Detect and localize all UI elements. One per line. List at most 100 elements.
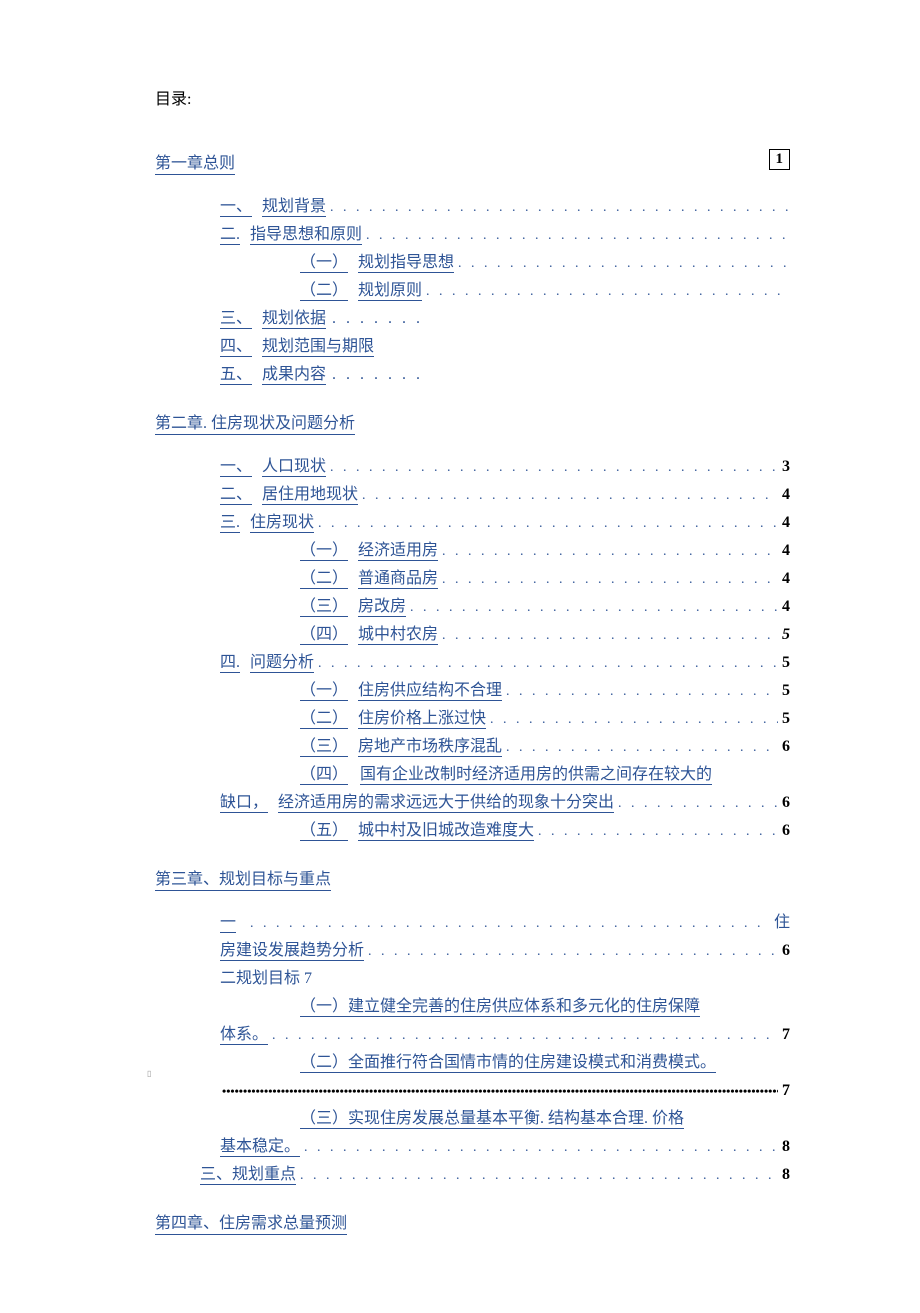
ch2-wrapped-line1: （四） 国有企业改制时经济适用房的供需之间存在较大的 [300,761,790,789]
toc-item-label[interactable]: 住房供应结构不合理 [358,677,502,705]
toc-item-page: 3 [782,453,790,481]
toc-item-page: 5 [782,649,790,677]
toc-item-label[interactable]: 房改房 [358,593,406,621]
ch3-sub-line2: ••••••••••••••••••••••••••••••••••••••••… [220,1077,790,1105]
toc-item-label[interactable]: 房地产市场秩序混乱 [358,733,502,761]
dot-leader: . . . . . . . . . . . . . . . . . . . . … [442,568,778,593]
ch2-wrapped-label1[interactable]: 国有企业改制时经济适用房的供需之间存在较大的 [360,766,712,785]
toc-item-prefix: （一） [300,677,348,705]
ch3-line1: 一 . . . . . . . . . . . . . . . . . . . … [220,909,790,937]
toc-item-prefix: （二） [300,1054,348,1073]
ch2-row: （三） 房改房. . . . . . . . . . . . . . . . . … [300,593,790,621]
toc-item-page: 8 [782,1133,790,1161]
chapter-3-heading-text[interactable]: 第三章、规划目标与重点 [155,871,331,891]
ch1-row: 一、规划背景. . . . . . . . . . . . . . . . . … [220,193,790,221]
ch2-wrapped-prefix1: （四） [300,766,348,785]
toc-item-page: 6 [782,733,790,761]
dot-leader: . . . . . . . . . . . . . . . . . . . . … [410,596,778,621]
toc-item-prefix: （一） [300,998,348,1017]
ch2-row: （二）普通商品房. . . . . . . . . . . . . . . . … [300,565,790,593]
ch3-line1-prefix: 一 [220,914,236,933]
toc-item-prefix: （三） [300,593,348,621]
toc-item-prefix: （一） [300,249,348,277]
chapter-4-heading: 第四章、住房需求总量预测 [155,1209,790,1233]
ch3-line2-label[interactable]: 房建设发展趋势分析 [220,942,364,961]
chapter-1-heading-text[interactable]: 第一章总则 [155,155,235,175]
ch1-row: 四、规划范围与期限 [220,333,790,361]
ch3-sub-line2: 体系。. . . . . . . . . . . . . . . . . . .… [220,1021,790,1049]
toc-item-label[interactable]: 建立健全完善的住房供应体系和多元化的住房保障 [348,998,700,1017]
toc-item-label[interactable]: 指导思想和原则 [250,221,362,249]
toc-item-label[interactable]: 城中村及旧城改造难度大 [358,817,534,845]
chapter-2-list: 一、人口现状 . . . . . . . . . . . . . . . . . … [155,453,790,761]
dot-leader: . . . . . . . . . . . . . . . . . . . . … [442,540,778,565]
chapter-1-list: 一、规划背景. . . . . . . . . . . . . . . . . … [155,193,790,389]
toc-item-label[interactable]: 普通商品房 [358,565,438,593]
toc-item-prefix: （四） [300,621,348,649]
page: 目录: 第一章总则 1 一、规划背景. . . . . . . . . . . … [0,0,920,1313]
ch3-sub-line1: （三）实现住房发展总量基本平衡. 结构基本合理. 价格 [300,1105,790,1133]
ch2-row: （一）住房供应结构不合理. . . . . . . . . . . . . . … [300,677,790,705]
ch2-row: （二）住房价格上涨过快. . . . . . . . . . . . . . .… [300,705,790,733]
dot-leader: . . . . . . . . . . . . . . . . . . . . … [330,196,790,221]
chapter-2-heading-text[interactable]: 第二章. 住房现状及问题分析 [155,415,355,435]
toc-item-label[interactable]: 全面推行符合国情市情的住房建设模式和消费模式。 [348,1054,716,1073]
toc-item-label[interactable]: 住房价格上涨过快 [358,705,486,733]
toc-item-label[interactable]: 规划原则 [358,277,422,305]
ch2-wrapped-line2: 缺口， 经济适用房的需求远远大于供给的现象十分突出 . . . . . . . … [220,789,790,817]
toc-item-label[interactable]: 规划背景 [262,193,326,221]
ch3-bottom-label[interactable]: 三、规划重点 [200,1166,296,1185]
toc-item-prefix: （二） [300,277,348,305]
dot-leader: . . . . . . . . . . . . . . . . . . . . … [300,1164,778,1189]
chapter-2-heading: 第二章. 住房现状及问题分析 [155,409,790,433]
dot-leader: . . . . . . . . . . . . . . . . . . . . … [538,820,778,845]
toc-item-prefix: 四. [220,649,240,677]
toc-item-prefix: （二） [300,705,348,733]
chapter-3-heading: 第三章、规划目标与重点 [155,865,790,889]
toc-item-prefix: 二、 [220,481,252,509]
toc-item-label[interactable]: 居住用地现状 [262,481,358,509]
toc-item-page: 5 [782,621,790,649]
ch1-row: 二. 指导思想和原则. . . . . . . . . . . . . . . .… [220,221,790,249]
ch2-row: 二、居住用地现状. . . . . . . . . . . . . . . . … [220,481,790,509]
dot-leader: . . . . . . . . . . . . . . . . . . . . … [304,1136,778,1161]
toc-item-page: 4 [782,565,790,593]
ch2a-row: （五） 城中村及旧城改造难度大. . . . . . . . . . . . . … [300,817,790,845]
toc-item-label[interactable]: 住房现状 [250,509,314,537]
ch3-line3-text: 二规划目标 7 [220,970,312,987]
ch3-line2-page: 6 [782,937,790,965]
dot-leader: . . . . . . . . . . . . . . . . . . . . … [366,224,790,249]
toc-item-prefix: （一） [300,537,348,565]
toc-item-cont-label: 体系。 [220,1021,268,1049]
toc-item-prefix: （三） [300,733,348,761]
ch3-line3: 二规划目标 7 [220,965,790,993]
ch2-wrapped-label2[interactable]: 经济适用房的需求远远大于供给的现象十分突出 [278,794,614,813]
toc-item-page: 5 [782,677,790,705]
toc-item-prefix: （五） [300,817,348,845]
ch2-wrapped-prefix2: 缺口， [220,794,268,813]
ch3-bottom: 三、规划重点 . . . . . . . . . . . . . . . . .… [200,1161,790,1189]
toc-item-page: 4 [782,509,790,537]
toc-item-label[interactable]: 人口现状 [262,453,326,481]
ch2-row: 一、人口现状. . . . . . . . . . . . . . . . . … [220,453,790,481]
toc-item-prefix: 一、 [220,453,252,481]
toc-item-label[interactable]: 规划依据 [262,305,326,333]
toc-item-label[interactable]: 成果内容 [262,361,326,389]
dot-leader: . . . . . . . . . . . . . . . . . . . . … [368,940,778,965]
toc-item-prefix: 二. [220,221,240,249]
toc-item-label[interactable]: 经济适用房 [358,537,438,565]
toc-item-label[interactable]: 实现住房发展总量基本平衡. 结构基本合理. 价格 [348,1110,684,1129]
ch1-row: （二）规划原则. . . . . . . . . . . . . . . . .… [300,277,790,305]
toc-item-label[interactable]: 城中村农房 [358,621,438,649]
toc-item-label[interactable]: 规划范围与期限 [262,333,374,361]
toc-item-page: 7 [782,1021,790,1049]
ch1-row: 三、规划依据. . . . . . . [220,305,790,333]
toc-item-prefix: 五、 [220,361,252,389]
ch2-row: （三） 房地产市场秩序混乱. . . . . . . . . . . . . . … [300,733,790,761]
toc-item-label[interactable]: 问题分析 [250,649,314,677]
ch2-wrapped-page: 6 [782,789,790,817]
chapter-4-heading-text[interactable]: 第四章、住房需求总量预测 [155,1215,347,1235]
ch3-sub-line1: （一）建立健全完善的住房供应体系和多元化的住房保障 [300,993,790,1021]
dot-leader: . . . . . . . . . . . . . . . . . . . . … [506,736,778,761]
toc-item-label[interactable]: 规划指导思想 [358,249,454,277]
